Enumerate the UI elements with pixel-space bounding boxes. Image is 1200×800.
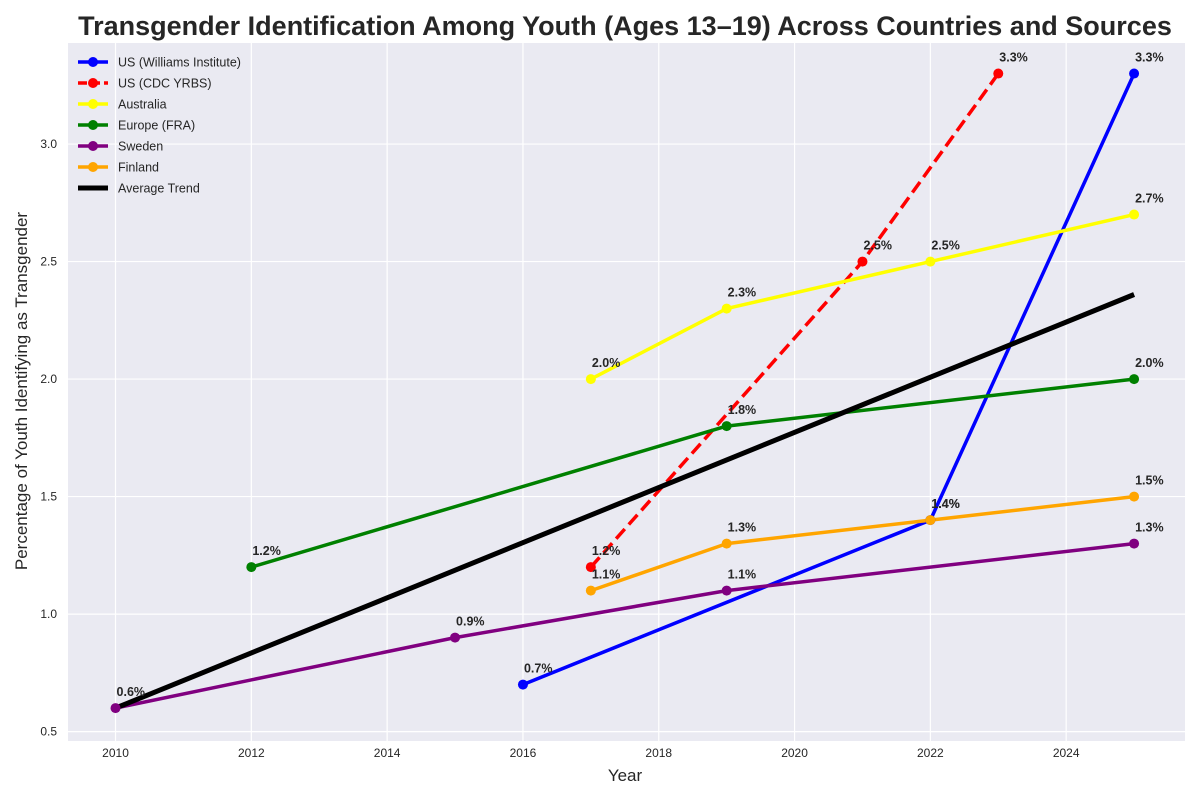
- data-point-australia: [925, 256, 936, 267]
- y-tick-label: 3.0: [40, 137, 57, 151]
- data-point-europe-fra: [721, 421, 732, 432]
- x-tick-label: 2018: [645, 746, 672, 760]
- x-axis-ticks: 2010 2012 2014 2016 2018 2020 2022 2024: [102, 746, 1080, 760]
- data-label-us-cdc-yrbs: 1.2%: [592, 544, 621, 558]
- data-label-finland: 1.3%: [728, 521, 757, 535]
- legend-label: Europe (FRA): [118, 119, 195, 133]
- data-label-sweden: 1.1%: [728, 568, 757, 582]
- data-label-us-williams-institute: 3.3%: [1135, 51, 1164, 65]
- y-tick-label: 2.0: [40, 372, 57, 386]
- data-point-us-williams-institute: [517, 679, 528, 690]
- legend-label: US (Williams Institute): [118, 56, 241, 70]
- data-label-australia: 2.5%: [931, 239, 960, 253]
- data-label-us-cdc-yrbs: 3.3%: [999, 51, 1028, 65]
- data-label-australia: 2.0%: [592, 356, 621, 370]
- series-line-australia: [590, 212, 1135, 381]
- data-label-sweden: 0.9%: [456, 615, 485, 629]
- series-line-sweden: [115, 541, 1135, 710]
- legend-item-average-trend: Average Trend: [78, 182, 200, 196]
- data-point-us-williams-institute: [1129, 68, 1140, 79]
- data-point-finland: [585, 585, 596, 596]
- data-label-europe-fra: 1.8%: [728, 403, 757, 417]
- legend-label: Finland: [118, 161, 159, 175]
- legend-item-sweden: Sweden: [78, 140, 163, 154]
- data-point-australia: [1129, 209, 1140, 220]
- data-label-sweden: 0.6%: [117, 685, 146, 699]
- data-point-us-cdc-yrbs: [585, 562, 596, 573]
- x-axis-label: Year: [608, 766, 643, 785]
- data-point-europe-fra: [1129, 374, 1140, 385]
- plot-area: [68, 43, 1185, 741]
- data-labels: 0.7% 1.4% 3.3% 1.2% 2.5% 3.3% 2.0% 2.3% 2.5% 2.7%…: [117, 51, 1164, 700]
- x-tick-label: 2010: [102, 746, 129, 760]
- y-tick-label: 1.5: [40, 490, 57, 504]
- legend-marker: [88, 57, 98, 67]
- y-axis-label: Percentage of Youth Identifying as Trans…: [12, 212, 31, 571]
- data-point-finland: [925, 515, 936, 526]
- data-point-sweden: [1129, 538, 1140, 549]
- data-point-us-cdc-yrbs: [993, 68, 1004, 79]
- data-label-finland: 1.5%: [1135, 474, 1164, 488]
- data-point-sweden: [110, 703, 121, 714]
- legend-item-australia: Australia: [78, 98, 167, 112]
- grid-lines: [68, 43, 1185, 741]
- data-point-finland: [1129, 491, 1140, 502]
- x-tick-label: 2022: [917, 746, 944, 760]
- data-point-sweden: [721, 585, 732, 596]
- legend-marker: [88, 78, 98, 88]
- data-label-us-williams-institute: 0.7%: [524, 662, 553, 676]
- x-tick-label: 2016: [510, 746, 537, 760]
- data-point-us-cdc-yrbs: [857, 256, 868, 267]
- legend-marker: [88, 141, 98, 151]
- series-line-average-trend: [114, 292, 1136, 711]
- legend: US (Williams Institute) US (CDC YRBS) Aust…: [78, 56, 241, 196]
- series-line-finland: [590, 494, 1135, 593]
- series-markers: [110, 68, 1140, 714]
- legend-label: US (CDC YRBS): [118, 77, 212, 91]
- legend-label: Sweden: [118, 140, 163, 154]
- legend-item-us-williams-institute: US (Williams Institute): [78, 56, 241, 70]
- y-tick-label: 1.0: [40, 607, 57, 621]
- data-label-finland: 1.4%: [931, 497, 960, 511]
- legend-marker: [88, 120, 98, 130]
- data-label-us-cdc-yrbs: 2.5%: [863, 239, 892, 253]
- data-point-australia: [721, 303, 732, 314]
- legend-item-us-cdc-yrbs: US (CDC YRBS): [78, 77, 212, 91]
- data-label-australia: 2.7%: [1135, 192, 1164, 206]
- data-label-australia: 2.3%: [728, 286, 757, 300]
- chart-title: Transgender Identification Among Youth (…: [78, 11, 1172, 41]
- legend-item-finland: Finland: [78, 161, 159, 175]
- data-label-sweden: 1.3%: [1135, 521, 1164, 535]
- data-point-europe-fra: [246, 562, 257, 573]
- series-layer: 0.7% 1.4% 3.3% 1.2% 2.5% 3.3% 2.0% 2.3% 2.5% 2.7%…: [110, 51, 1164, 714]
- legend-item-europe-fra: Europe (FRA): [78, 119, 195, 133]
- y-axis-ticks: 0.5 1.0 1.5 2.0 2.5 3.0: [40, 137, 57, 739]
- data-label-us-williams-institute: 1.4%: [931, 497, 960, 511]
- legend-label: Australia: [118, 98, 167, 112]
- legend-label: Average Trend: [118, 182, 200, 196]
- y-tick-label: 2.5: [40, 255, 57, 269]
- data-point-australia: [585, 374, 596, 385]
- x-tick-label: 2014: [374, 746, 401, 760]
- x-tick-label: 2020: [781, 746, 808, 760]
- data-label-europe-fra: 1.2%: [252, 544, 281, 558]
- x-tick-label: 2012: [238, 746, 265, 760]
- x-tick-label: 2024: [1053, 746, 1080, 760]
- legend-marker: [88, 99, 98, 109]
- data-point-sweden: [450, 632, 461, 643]
- y-tick-label: 0.5: [40, 725, 57, 739]
- data-label-europe-fra: 2.0%: [1135, 356, 1164, 370]
- data-label-finland: 1.1%: [592, 568, 621, 582]
- legend-marker: [88, 162, 98, 172]
- data-point-finland: [721, 538, 732, 549]
